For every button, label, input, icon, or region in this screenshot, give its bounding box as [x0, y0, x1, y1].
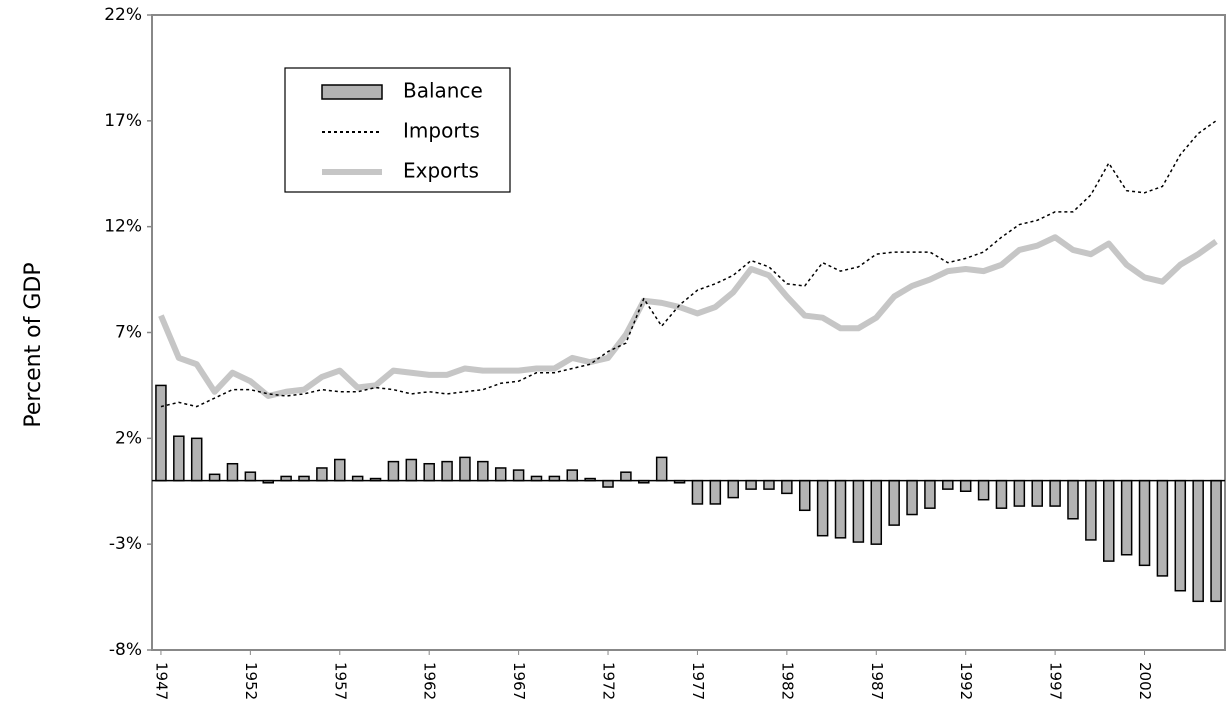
bar: [155, 384, 167, 482]
bar: [1013, 479, 1026, 507]
bar: [1120, 479, 1133, 556]
bar: [1067, 479, 1079, 520]
bar: [691, 479, 704, 505]
bar: [459, 456, 471, 482]
y-axis-label: Percent of GDP: [21, 262, 46, 427]
bar: [995, 479, 1008, 509]
x-tick-label: 2002: [1136, 662, 1154, 700]
bar: [620, 471, 632, 482]
y-tick-label: 7%: [115, 323, 142, 343]
bar: [888, 479, 900, 526]
y-tick-label: 22%: [104, 5, 142, 25]
bar: [781, 479, 793, 495]
x-tick-label: 1947: [152, 662, 170, 700]
bar: [834, 479, 847, 539]
bar: [441, 460, 453, 482]
bar: [1174, 479, 1187, 592]
bar: [334, 458, 346, 482]
legend-label: Balance: [403, 79, 483, 103]
bar: [870, 479, 883, 545]
bar: [387, 460, 400, 482]
bar: [852, 479, 865, 543]
x-tick-label: 1982: [778, 662, 796, 700]
x-tick-label: 1992: [957, 662, 975, 700]
line: [158, 234, 1218, 399]
bar: [1156, 479, 1169, 577]
bar: [1049, 479, 1061, 507]
bar: [512, 469, 525, 482]
bar: [906, 479, 918, 516]
y-tick-label: 12%: [104, 217, 142, 237]
y-tick-label: 17%: [104, 111, 142, 131]
bar: [1210, 479, 1222, 603]
bar: [655, 456, 668, 482]
legend-swatch: [321, 84, 383, 100]
bar: [208, 473, 221, 482]
bar: [226, 462, 239, 482]
x-tick-label: 1977: [689, 662, 707, 700]
x-tick-label: 1987: [868, 662, 886, 700]
bar: [798, 479, 811, 512]
bar: [1192, 479, 1204, 603]
bar: [494, 467, 507, 482]
bar: [566, 469, 579, 482]
bar: [1031, 479, 1043, 507]
x-tick-label: 1967: [510, 662, 528, 700]
bar: [173, 435, 185, 482]
y-tick-label: -8%: [109, 640, 142, 660]
bar: [190, 437, 203, 482]
bar: [244, 471, 257, 482]
y-tick-label: 2%: [115, 428, 142, 448]
bar: [816, 479, 829, 537]
bar: [1085, 479, 1097, 541]
bar: [977, 479, 990, 501]
x-tick-label: 1952: [242, 662, 260, 700]
bar: [477, 460, 489, 482]
bar: [727, 479, 739, 499]
line: [160, 120, 1217, 408]
bar: [763, 479, 775, 490]
bar: [423, 462, 435, 482]
bar: [959, 479, 972, 492]
bar: [602, 479, 614, 488]
x-tick-label: 1962: [421, 662, 439, 700]
x-tick-label: 1972: [600, 662, 618, 700]
legend-label: Exports: [403, 159, 479, 183]
bar: [924, 479, 936, 509]
bar: [942, 479, 954, 490]
bar: [1138, 479, 1151, 567]
x-tick-label: 1957: [331, 662, 349, 700]
bar: [709, 479, 722, 505]
bar: [405, 458, 418, 482]
bar: [745, 479, 757, 490]
x-tick-label: 1997: [1047, 662, 1065, 700]
y-tick-label: -3%: [109, 534, 142, 554]
bar: [1103, 479, 1115, 562]
bar: [316, 467, 328, 482]
legend-label: Imports: [403, 119, 480, 143]
